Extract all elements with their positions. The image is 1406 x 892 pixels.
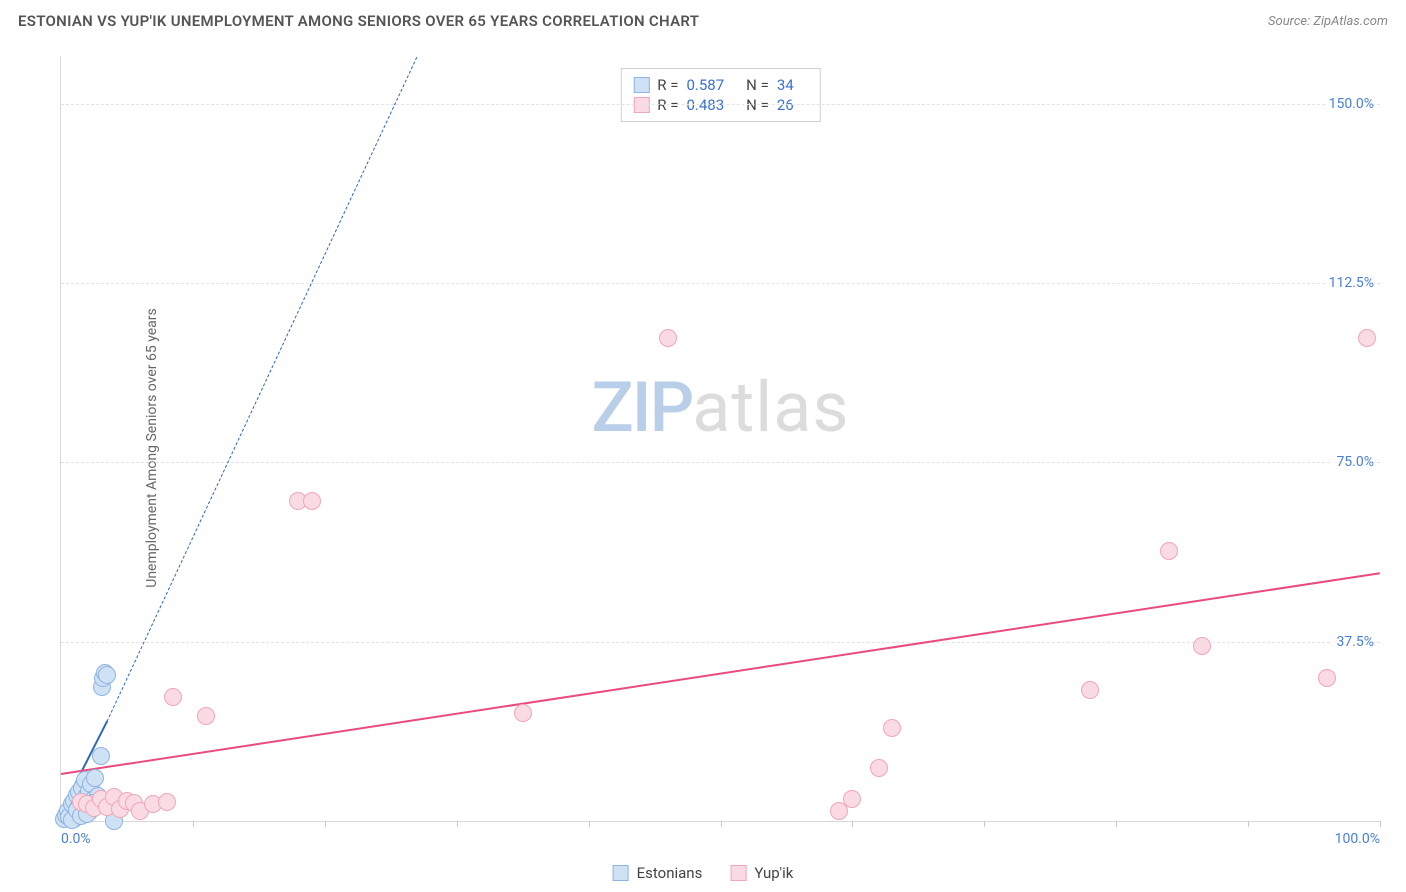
x-tick bbox=[193, 821, 194, 827]
data-point bbox=[1193, 637, 1211, 655]
x-tick bbox=[852, 821, 853, 827]
stat-n-0: 34 bbox=[777, 76, 794, 94]
stat-swatch-0 bbox=[633, 77, 649, 93]
data-point bbox=[158, 793, 176, 811]
gridline bbox=[61, 283, 1380, 284]
data-point bbox=[1318, 669, 1336, 687]
y-tick-label: 37.5% bbox=[1332, 634, 1374, 650]
bottom-legend: Estonians Yup'ik bbox=[613, 864, 794, 882]
y-tick-label: 150.0% bbox=[1325, 96, 1374, 112]
data-point bbox=[870, 759, 888, 777]
stat-n-label-1: N = bbox=[746, 96, 769, 114]
data-point bbox=[843, 790, 861, 808]
x-tick bbox=[1248, 821, 1249, 827]
stat-r-1: 0.483 bbox=[686, 96, 724, 114]
trend-line bbox=[61, 572, 1380, 775]
stat-r-label-0: R = bbox=[657, 76, 678, 94]
x-tick bbox=[721, 821, 722, 827]
y-tick-label: 112.5% bbox=[1325, 275, 1374, 291]
chart-area: Unemployment Among Seniors over 65 years… bbox=[18, 44, 1388, 852]
y-tick-label: 75.0% bbox=[1332, 454, 1374, 470]
chart-title: ESTONIAN VS YUP'IK UNEMPLOYMENT AMONG SE… bbox=[18, 12, 699, 30]
stat-r-0: 0.587 bbox=[686, 76, 724, 94]
data-point bbox=[1160, 542, 1178, 560]
gridline bbox=[61, 642, 1380, 643]
x-tick bbox=[457, 821, 458, 827]
chart-header: ESTONIAN VS YUP'IK UNEMPLOYMENT AMONG SE… bbox=[0, 0, 1406, 36]
stat-swatch-1 bbox=[633, 97, 649, 113]
stat-r-label-1: R = bbox=[657, 96, 678, 114]
data-point bbox=[164, 688, 182, 706]
gridline bbox=[61, 104, 1380, 105]
data-point bbox=[659, 329, 677, 347]
legend-item-0: Estonians bbox=[613, 864, 703, 882]
stat-row-1: R = 0.483 N = 26 bbox=[633, 96, 807, 114]
data-point bbox=[514, 704, 532, 722]
legend-item-1: Yup'ik bbox=[730, 864, 793, 882]
stat-row-0: R = 0.587 N = 34 bbox=[633, 76, 807, 94]
data-point bbox=[1081, 681, 1099, 699]
watermark-part2: atlas bbox=[692, 367, 849, 449]
legend-swatch-1 bbox=[730, 865, 746, 881]
chart-source: Source: ZipAtlas.com bbox=[1268, 14, 1388, 29]
x-tick bbox=[1116, 821, 1117, 827]
legend-label-0: Estonians bbox=[637, 864, 703, 882]
watermark: ZIPatlas bbox=[592, 367, 850, 449]
x-tick bbox=[1380, 821, 1381, 827]
x-tick bbox=[984, 821, 985, 827]
gridline bbox=[61, 462, 1380, 463]
data-point bbox=[1358, 329, 1376, 347]
data-point bbox=[197, 707, 215, 725]
trend-line bbox=[107, 56, 418, 721]
x-tick bbox=[589, 821, 590, 827]
data-point bbox=[98, 666, 116, 684]
data-point bbox=[883, 719, 901, 737]
legend-label-1: Yup'ik bbox=[754, 864, 793, 882]
watermark-part1: ZIP bbox=[592, 367, 693, 449]
x-tick bbox=[325, 821, 326, 827]
legend-swatch-0 bbox=[613, 865, 629, 881]
x-tick-label: 0.0% bbox=[61, 831, 91, 847]
x-tick-label: 100.0% bbox=[1335, 831, 1380, 847]
plot-region: ZIPatlas R = 0.587 N = 34 R = 0.483 N = … bbox=[60, 56, 1380, 822]
stat-legend: R = 0.587 N = 34 R = 0.483 N = 26 bbox=[620, 68, 820, 122]
data-point bbox=[92, 747, 110, 765]
data-point bbox=[86, 769, 104, 787]
data-point bbox=[303, 492, 321, 510]
stat-n-label-0: N = bbox=[746, 76, 769, 94]
stat-n-1: 26 bbox=[777, 96, 794, 114]
